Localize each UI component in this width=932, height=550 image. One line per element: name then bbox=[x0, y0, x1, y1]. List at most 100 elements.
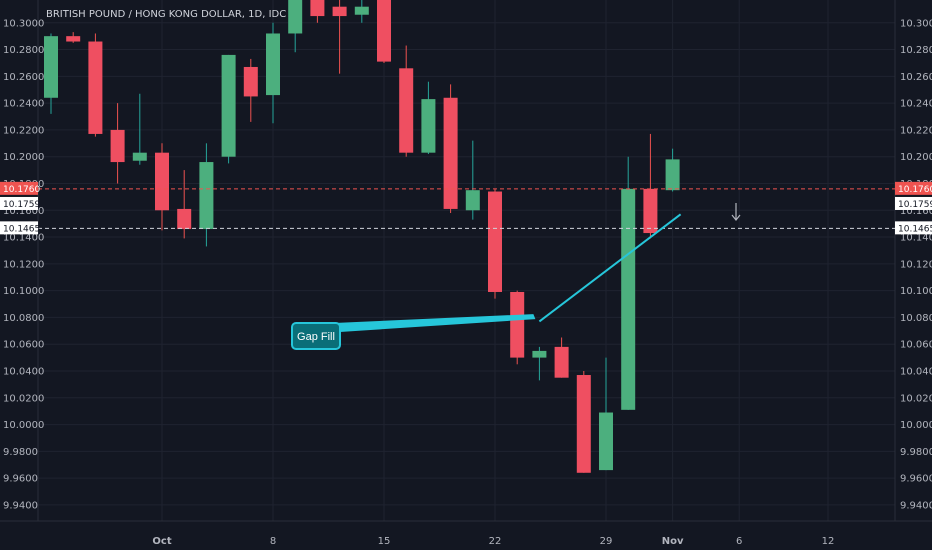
candle-body[interactable] bbox=[488, 191, 502, 292]
candle[interactable] bbox=[132, 93, 147, 165]
candle[interactable] bbox=[421, 81, 436, 155]
callout-box[interactable] bbox=[291, 322, 341, 350]
candle[interactable] bbox=[266, 22, 280, 124]
candle-body[interactable] bbox=[510, 291, 525, 358]
price-tick-left: 10.0800 bbox=[3, 313, 44, 324]
candle[interactable] bbox=[510, 290, 525, 365]
candle[interactable] bbox=[66, 32, 81, 43]
candle-body[interactable] bbox=[266, 33, 280, 96]
price-tick-left: 9.9600 bbox=[3, 474, 38, 485]
candle-body[interactable] bbox=[643, 188, 658, 234]
time-tick-label: 22 bbox=[489, 536, 502, 547]
candle-body[interactable] bbox=[221, 54, 236, 157]
price-tick-right: 10.3000 bbox=[900, 18, 932, 29]
price-axis-right[interactable]: 10.3000 10.2800 10.2600 10.2400 10.2200 10.20… bbox=[895, 18, 932, 511]
candle[interactable] bbox=[288, 0, 303, 53]
price-levels bbox=[38, 188, 895, 229]
candle-body[interactable] bbox=[155, 152, 169, 211]
price-tick-right: 10.1200 bbox=[900, 259, 932, 270]
price-tag-label: 10.1760 bbox=[898, 185, 932, 195]
candle[interactable] bbox=[643, 133, 658, 239]
candle-body[interactable] bbox=[243, 66, 258, 97]
candle[interactable] bbox=[44, 33, 58, 114]
candle[interactable] bbox=[354, 0, 369, 23]
candle-body[interactable] bbox=[399, 68, 414, 153]
candle-body[interactable] bbox=[88, 41, 103, 134]
candle-body[interactable] bbox=[665, 159, 680, 191]
candle[interactable] bbox=[110, 103, 125, 184]
candle[interactable] bbox=[377, 0, 391, 63]
price-tick-right: 10.2800 bbox=[900, 45, 932, 56]
candle-body[interactable] bbox=[66, 36, 81, 42]
candle-body[interactable] bbox=[377, 0, 391, 62]
candle-body[interactable] bbox=[576, 375, 591, 473]
price-tick-left: 10.1400 bbox=[3, 233, 44, 244]
price-tick-left: 10.1000 bbox=[3, 286, 44, 297]
candle[interactable] bbox=[177, 170, 192, 239]
price-tick-left: 10.2400 bbox=[3, 99, 44, 110]
candle-body[interactable] bbox=[599, 412, 613, 471]
candle-body[interactable] bbox=[554, 346, 569, 378]
price-tag-label: 10.1759 bbox=[3, 200, 40, 210]
price-tick-left: 9.9400 bbox=[3, 500, 38, 511]
candle-body[interactable] bbox=[110, 129, 125, 163]
candle-body[interactable] bbox=[310, 0, 325, 17]
candle[interactable] bbox=[399, 45, 414, 157]
down-arrow-icon[interactable] bbox=[731, 203, 741, 221]
candle-body[interactable] bbox=[44, 36, 58, 98]
price-tick-left: 10.0200 bbox=[3, 393, 44, 404]
candle[interactable] bbox=[488, 188, 502, 299]
candle-body[interactable] bbox=[465, 190, 480, 211]
candle[interactable] bbox=[554, 337, 569, 378]
price-tag-right: 10.1759 bbox=[895, 196, 932, 210]
price-tick-left: 10.0400 bbox=[3, 366, 44, 377]
candle-body[interactable] bbox=[443, 97, 458, 209]
price-tick-right: 10.0200 bbox=[900, 393, 932, 404]
candle[interactable] bbox=[621, 156, 636, 410]
candle[interactable] bbox=[665, 148, 680, 192]
candle[interactable] bbox=[221, 54, 236, 164]
candle-body[interactable] bbox=[532, 350, 547, 358]
gap-fill-callout[interactable]: Gap Fill bbox=[291, 314, 536, 350]
price-tag-bg bbox=[0, 196, 38, 210]
candle[interactable] bbox=[599, 357, 613, 471]
time-tick-label: 12 bbox=[822, 536, 835, 547]
time-axis[interactable]: Oct 8 15 22 29 Nov 6 12 bbox=[152, 536, 834, 547]
trendline[interactable] bbox=[538, 213, 682, 323]
time-tick-label: 6 bbox=[736, 536, 742, 547]
candle-body[interactable] bbox=[421, 99, 436, 153]
price-tag-right: 10.1465 bbox=[895, 221, 932, 235]
chart-title: BRITISH POUND / HONG KONG DOLLAR, 1D, ID… bbox=[46, 9, 286, 20]
candle-body[interactable] bbox=[199, 162, 214, 230]
candle[interactable] bbox=[310, 0, 325, 23]
price-tick-left: 10.2000 bbox=[3, 152, 44, 163]
candle-body[interactable] bbox=[621, 188, 636, 410]
candle[interactable] bbox=[199, 143, 214, 247]
candle[interactable] bbox=[576, 370, 591, 473]
price-tick-left: 10.3000 bbox=[3, 18, 44, 29]
price-tag-bg bbox=[0, 221, 38, 235]
price-tag-label: 10.1760 bbox=[3, 185, 40, 195]
candle[interactable] bbox=[532, 346, 547, 381]
callout-label: Gap Fill bbox=[297, 331, 335, 343]
candle-body[interactable] bbox=[332, 6, 347, 17]
price-tag-right: 10.1760 bbox=[895, 181, 932, 195]
candle[interactable] bbox=[332, 0, 347, 74]
price-tick-right: 9.9600 bbox=[900, 474, 932, 485]
price-axis-left[interactable]: 10.3000 10.2800 10.2600 10.2400 10.2200 10.20… bbox=[0, 18, 44, 511]
candle[interactable] bbox=[155, 143, 169, 231]
candle-body[interactable] bbox=[288, 0, 303, 34]
candle[interactable] bbox=[443, 84, 458, 213]
price-tick-right: 9.9400 bbox=[900, 500, 932, 511]
candle-body[interactable] bbox=[132, 152, 147, 161]
candle-body[interactable] bbox=[177, 208, 192, 230]
candle[interactable] bbox=[465, 140, 480, 220]
candle[interactable] bbox=[88, 33, 103, 137]
candles[interactable] bbox=[44, 0, 680, 473]
candle[interactable] bbox=[243, 58, 258, 122]
annotations[interactable]: Gap Fill bbox=[291, 203, 741, 350]
time-tick-label: 15 bbox=[378, 536, 391, 547]
candle-body[interactable] bbox=[354, 6, 369, 15]
price-tick-left: 10.0600 bbox=[3, 340, 44, 351]
